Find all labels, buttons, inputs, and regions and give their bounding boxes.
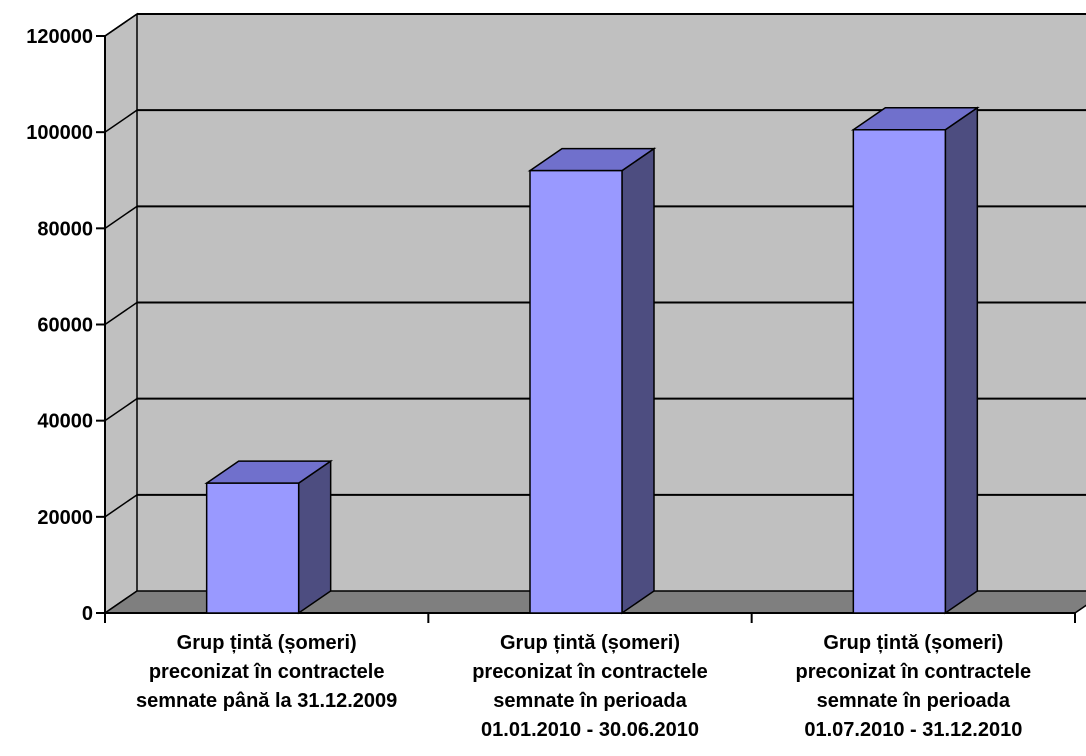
gridline-depth xyxy=(104,301,138,326)
gridline-depth xyxy=(104,109,138,133)
x-tick-label-line: semnate în perioada xyxy=(493,690,687,712)
gridline-depth xyxy=(104,398,138,422)
x-tick-label: Grup țintă (șomeri) preconizat în contrac… xyxy=(472,632,708,741)
x-tick-label-line: 01.07.2010 - 31.12.2010 xyxy=(804,719,1022,741)
bar-side xyxy=(944,106,979,615)
bar-side xyxy=(621,147,655,615)
x-tick-label-line: preconizat în contractele xyxy=(149,661,385,683)
y-tick-label: 0 xyxy=(82,603,93,625)
bar xyxy=(852,129,947,614)
bar xyxy=(529,169,623,614)
y-tick-label: 80000 xyxy=(37,218,93,240)
gridline-depth xyxy=(104,494,138,518)
x-tick-label-line: Grup țintă (șomeri) xyxy=(177,632,357,654)
x-tick-label-line: Grup țintă (șomeri) xyxy=(500,632,680,654)
x-tick-label-line: semnate până la 31.12.2009 xyxy=(136,690,397,712)
x-tick-label-line: preconizat în contractele xyxy=(472,661,708,683)
x-tick-label: Grup țintă (șomeri) preconizat în contrac… xyxy=(136,632,397,712)
x-tick-label: Grup țintă (șomeri) preconizat în contrac… xyxy=(796,632,1032,741)
bar xyxy=(205,482,300,614)
y-tick-label: 40000 xyxy=(37,411,93,433)
y-tick-label: 120000 xyxy=(26,26,93,48)
y-tick-label: 60000 xyxy=(37,315,93,337)
gridline-depth xyxy=(104,205,138,229)
y-tick-label: 100000 xyxy=(26,122,93,144)
x-tick-label-line: semnate în perioada xyxy=(817,690,1011,712)
x-tick-label-line: preconizat în contractele xyxy=(796,661,1032,683)
bar-side xyxy=(297,459,332,615)
x-tick-label-line: Grup țintă (șomeri) xyxy=(823,632,1003,654)
gridline-depth xyxy=(104,13,138,37)
x-tick-label-line: 01.01.2010 - 30.06.2010 xyxy=(481,719,699,741)
y-tick-label: 20000 xyxy=(37,507,93,529)
